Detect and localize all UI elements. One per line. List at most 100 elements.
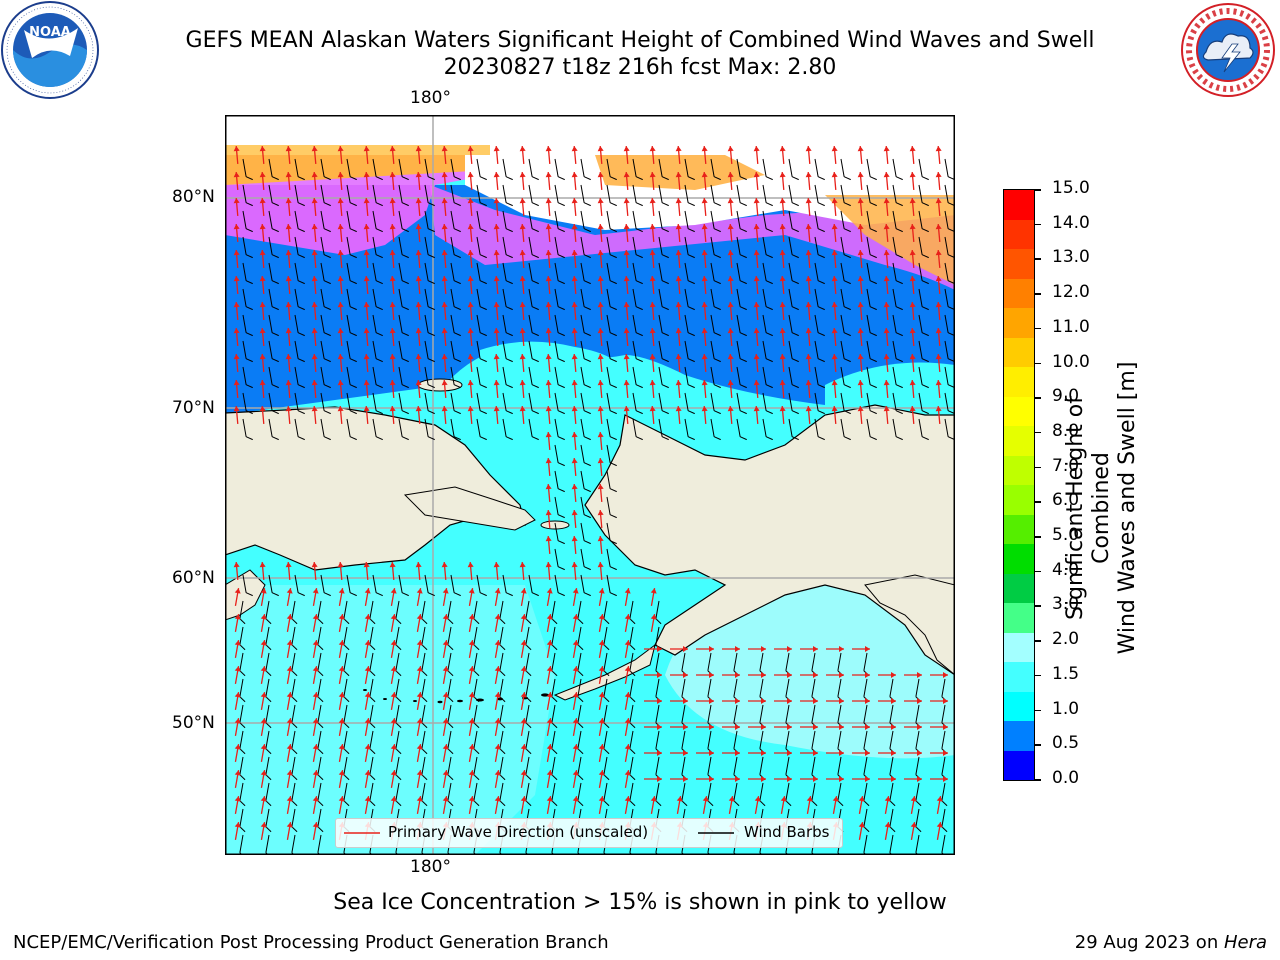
wave-arrow bbox=[520, 796, 527, 814]
wind-barb bbox=[320, 418, 331, 441]
wave-arrow bbox=[857, 171, 864, 191]
footer-date-text: 29 Aug 2023 on bbox=[1074, 932, 1224, 953]
wave-arrow bbox=[857, 249, 864, 269]
wind-barb bbox=[424, 288, 435, 311]
wave-arrow bbox=[442, 614, 449, 632]
wind-barb bbox=[291, 782, 298, 807]
wind-barb bbox=[551, 652, 558, 677]
wind-barb bbox=[603, 652, 610, 677]
wave-arrow bbox=[572, 692, 579, 710]
wave-arrow bbox=[909, 223, 916, 243]
wind-barb bbox=[580, 262, 591, 285]
wave-arrow bbox=[727, 275, 734, 295]
wave-arrow bbox=[852, 646, 870, 652]
wave-arrow bbox=[831, 197, 838, 217]
wind-barb bbox=[294, 236, 305, 259]
wind-barb bbox=[528, 574, 539, 597]
wind-barb bbox=[265, 782, 272, 807]
wind-barb bbox=[525, 756, 532, 781]
wave-arrow bbox=[442, 744, 449, 762]
wind-barb bbox=[710, 366, 721, 389]
wave-arrow bbox=[800, 724, 818, 730]
colorbar-tick-label: 0.0 bbox=[1052, 768, 1080, 788]
wind-barbs-legend-swatch bbox=[698, 832, 734, 834]
wave-arrow bbox=[364, 718, 371, 736]
wind-barb bbox=[629, 730, 636, 755]
lon-label-top: 180° bbox=[410, 88, 451, 108]
wind-barb bbox=[398, 418, 409, 441]
wave-arrow bbox=[806, 796, 813, 814]
wind-barb bbox=[866, 314, 877, 337]
wave-arrow bbox=[312, 640, 319, 658]
wind-barb bbox=[580, 444, 591, 467]
wave-arrow bbox=[259, 171, 266, 191]
wind-barb bbox=[499, 652, 506, 677]
wind-barb bbox=[580, 184, 591, 207]
wind-barb bbox=[710, 392, 721, 415]
wave-arrow bbox=[597, 431, 604, 451]
wind-barb bbox=[369, 678, 376, 703]
wave-arrow bbox=[779, 249, 786, 269]
wave-arrow bbox=[597, 171, 604, 191]
wave-arrow bbox=[233, 561, 240, 581]
wave-arrow bbox=[442, 796, 449, 814]
wave-arrow bbox=[805, 405, 812, 425]
wave-arrow bbox=[233, 275, 240, 295]
wind-barb bbox=[447, 730, 454, 755]
wind-barb bbox=[525, 652, 532, 677]
wave-arrow bbox=[670, 646, 688, 652]
wave-arrow bbox=[701, 223, 708, 243]
wave-arrow bbox=[285, 379, 292, 399]
wind-barb bbox=[840, 418, 851, 441]
wave-arrow bbox=[467, 327, 474, 347]
ice-pack-orange-east bbox=[825, 195, 954, 285]
wind-barb bbox=[395, 600, 402, 625]
wind-barb bbox=[710, 236, 721, 259]
wind-barb bbox=[684, 158, 695, 181]
wind-barb bbox=[502, 210, 513, 233]
wind-barb bbox=[476, 236, 487, 259]
wave-arrow bbox=[493, 145, 500, 165]
wave-arrow bbox=[337, 327, 344, 347]
wind-barb bbox=[343, 756, 350, 781]
wave-arrow bbox=[598, 718, 605, 736]
wind-barb bbox=[655, 600, 662, 625]
wave-arrow bbox=[390, 640, 397, 658]
wave-arrow bbox=[753, 197, 760, 217]
wave-arrow bbox=[285, 405, 292, 425]
wave-arrow bbox=[363, 379, 370, 399]
wind-barb bbox=[554, 236, 565, 259]
wind-barb bbox=[632, 184, 643, 207]
wind-barb bbox=[447, 626, 454, 651]
wind-barb bbox=[242, 392, 253, 415]
wave-arrow bbox=[312, 588, 319, 606]
wave-arrow bbox=[597, 275, 604, 295]
wave-arrow bbox=[363, 223, 370, 243]
wind-barb bbox=[294, 314, 305, 337]
wind-barb bbox=[320, 158, 331, 181]
colorbar-swatch bbox=[1004, 426, 1034, 456]
wind-barb bbox=[788, 314, 799, 337]
colorbar-tick-label: 13.0 bbox=[1052, 247, 1090, 268]
wind-barb bbox=[346, 158, 357, 181]
wind-barb bbox=[710, 210, 721, 233]
wave-arrow bbox=[701, 379, 708, 399]
wind-barb bbox=[421, 652, 428, 677]
wave-arrow bbox=[597, 301, 604, 321]
colorbar-tick-mark bbox=[1035, 466, 1041, 469]
wind-barb bbox=[369, 652, 376, 677]
wave-arrow bbox=[650, 588, 657, 606]
wave-arrow bbox=[286, 744, 293, 762]
wave-arrow bbox=[364, 614, 371, 632]
wind-barb bbox=[892, 392, 903, 415]
wave-arrow bbox=[494, 614, 501, 632]
wave-arrow bbox=[442, 692, 449, 710]
wave-arrow bbox=[675, 405, 682, 425]
wave-arrow bbox=[260, 796, 267, 814]
wave-direction-field bbox=[233, 145, 948, 840]
wind-barb bbox=[320, 340, 331, 363]
wave-arrow bbox=[389, 223, 396, 243]
wind-barb bbox=[320, 210, 331, 233]
wind-barb bbox=[606, 262, 617, 285]
wave-arrow bbox=[546, 744, 553, 762]
